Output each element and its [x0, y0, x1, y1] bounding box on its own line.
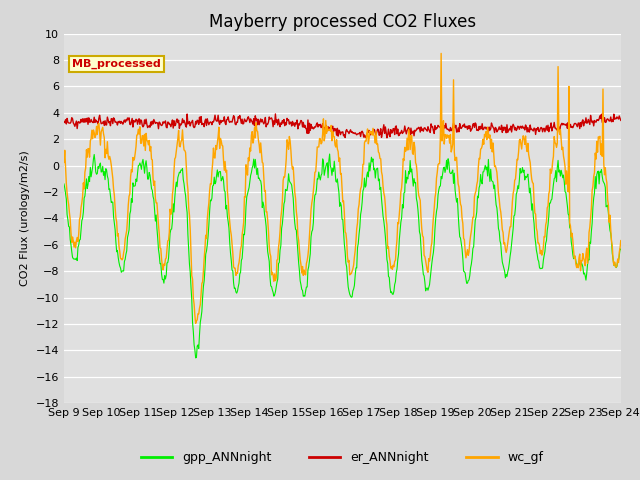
gpp_ANNnight — [326, 151, 333, 157]
gpp_ANNnight — [214, 174, 222, 180]
er_ANNnight — [60, 119, 68, 125]
er_ANNnight — [214, 118, 221, 124]
wc_gf — [214, 134, 222, 140]
er_ANNnight — [428, 124, 436, 130]
Y-axis label: CO2 Flux (urology/m2/s): CO2 Flux (urology/m2/s) — [20, 151, 30, 286]
wc_gf — [617, 238, 625, 243]
er_ANNnight — [617, 118, 625, 123]
Title: Mayberry processed CO2 Fluxes: Mayberry processed CO2 Fluxes — [209, 12, 476, 31]
er_ANNnight — [184, 121, 192, 127]
Legend: gpp_ANNnight, er_ANNnight, wc_gf: gpp_ANNnight, er_ANNnight, wc_gf — [136, 446, 548, 469]
Line: wc_gf: wc_gf — [64, 53, 621, 324]
er_ANNnight — [412, 128, 419, 134]
gpp_ANNnight — [192, 355, 200, 361]
wc_gf — [437, 50, 445, 56]
wc_gf — [428, 244, 435, 250]
Line: er_ANNnight: er_ANNnight — [64, 114, 621, 138]
gpp_ANNnight — [412, 180, 419, 185]
wc_gf — [192, 321, 200, 326]
wc_gf — [70, 244, 78, 250]
Line: gpp_ANNnight: gpp_ANNnight — [64, 154, 621, 358]
gpp_ANNnight — [184, 232, 192, 238]
wc_gf — [411, 144, 419, 150]
wc_gf — [127, 167, 135, 172]
er_ANNnight — [70, 121, 78, 127]
gpp_ANNnight — [60, 181, 68, 187]
gpp_ANNnight — [428, 260, 436, 266]
wc_gf — [184, 187, 192, 192]
Text: MB_processed: MB_processed — [72, 59, 161, 69]
gpp_ANNnight — [127, 196, 135, 202]
gpp_ANNnight — [617, 247, 625, 252]
er_ANNnight — [271, 111, 279, 117]
er_ANNnight — [127, 119, 135, 124]
er_ANNnight — [383, 135, 391, 141]
gpp_ANNnight — [70, 256, 78, 262]
wc_gf — [60, 159, 68, 165]
